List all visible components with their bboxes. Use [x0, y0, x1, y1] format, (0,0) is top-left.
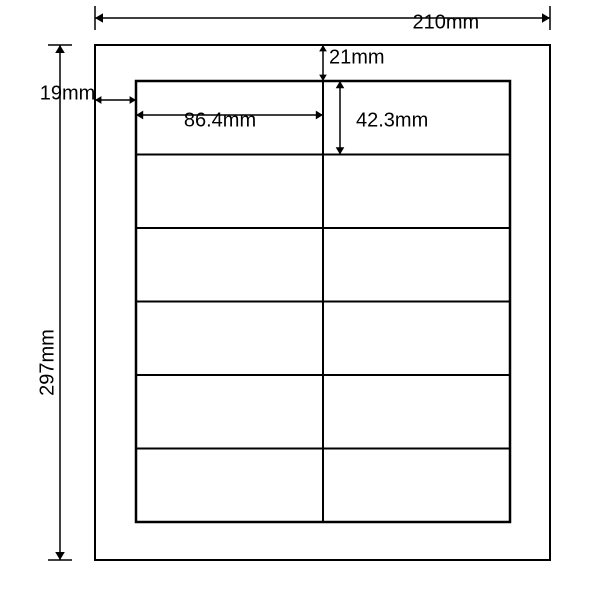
cell-width-label: 86.4mm	[184, 109, 256, 131]
label-sheet-diagram: 210mm 297mm 21mm 19mm 86.4mm 42.3mm	[0, 0, 600, 600]
sheet-height-label: 297mm	[36, 329, 58, 396]
top-margin-label: 21mm	[329, 46, 385, 68]
cell-height-label: 42.3mm	[356, 109, 428, 131]
left-margin-label: 19mm	[40, 82, 96, 104]
sheet-width-label: 210mm	[413, 11, 480, 33]
